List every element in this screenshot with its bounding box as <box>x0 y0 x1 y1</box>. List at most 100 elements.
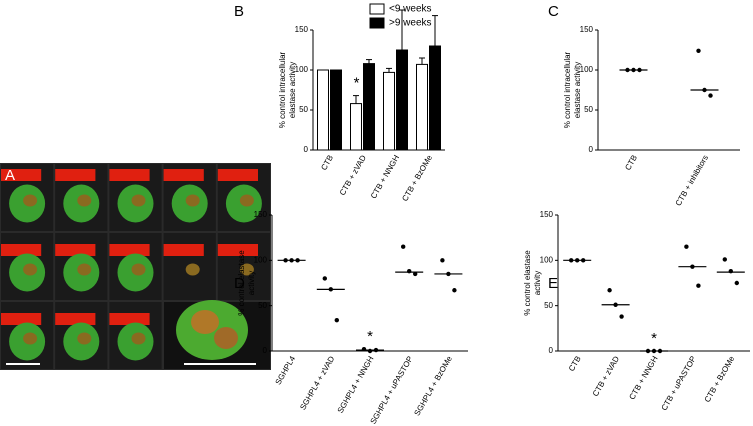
y-axis-label: % control intracellular <box>563 51 572 128</box>
nucleus <box>214 327 238 349</box>
data-point <box>413 271 418 277</box>
y-axis-label: activity <box>533 271 542 295</box>
nucleus <box>239 194 254 207</box>
data-point <box>452 288 457 293</box>
x-tick-label: CTB + BzOMe <box>400 153 434 203</box>
red-pipette <box>217 169 258 181</box>
y-axis-label: % control elastase <box>523 250 532 316</box>
data-point <box>684 244 689 249</box>
red-pipette <box>217 244 258 256</box>
y-tick-label: 0 <box>549 346 554 355</box>
red-pipette <box>163 169 204 181</box>
bar <box>317 69 329 151</box>
panel-label: A <box>5 167 15 184</box>
data-point <box>407 269 412 274</box>
y-tick-label: 100 <box>580 65 594 74</box>
red-pipette <box>109 244 150 256</box>
y-tick-label: 150 <box>295 25 309 34</box>
bar <box>330 69 342 151</box>
nucleus <box>185 194 200 207</box>
y-tick-label: 50 <box>299 105 308 114</box>
nucleus <box>23 332 38 345</box>
x-tick-label: CTB <box>623 154 639 172</box>
data-point <box>728 269 733 274</box>
data-point <box>696 48 701 53</box>
x-tick-label: CTB + uPASTOP <box>660 355 698 413</box>
x-tick-label: SGHPL4 + zVAD <box>298 354 336 411</box>
annotation: * <box>354 75 360 92</box>
y-tick-label: 50 <box>258 301 267 310</box>
y-tick-label: 0 <box>304 145 309 154</box>
data-point <box>334 317 339 323</box>
x-tick-label: SGHPL4 + NNGH <box>336 354 376 414</box>
x-tick-label: CTB + zVAD <box>338 153 368 197</box>
nucleus <box>131 194 146 207</box>
annotation: * <box>651 330 657 347</box>
data-point <box>440 258 445 263</box>
x-tick-label: CTB <box>319 154 335 172</box>
nucleus <box>77 263 92 276</box>
bar <box>429 45 441 151</box>
x-tick-label: CTB + zVAD <box>591 354 621 398</box>
panel-label: B <box>234 3 244 20</box>
x-tick-label: SGHPL4 + BzOMe <box>412 354 454 417</box>
data-point <box>322 276 327 281</box>
nucleus <box>23 263 38 276</box>
y-axis-label: % control elastase <box>237 250 246 316</box>
nucleus <box>77 194 92 207</box>
bar <box>396 49 408 151</box>
y-tick-label: 50 <box>544 301 553 310</box>
bar <box>416 63 428 151</box>
data-point <box>734 280 739 286</box>
x-tick-label: CTB + BzOMe <box>703 354 737 404</box>
nucleus <box>77 332 92 345</box>
data-point <box>619 314 624 319</box>
legend-swatch <box>369 17 385 29</box>
data-point <box>367 348 373 354</box>
x-tick-label: CTB + NNGH <box>369 153 401 200</box>
red-pipette <box>55 244 96 256</box>
data-point <box>607 288 612 293</box>
data-point <box>708 93 713 98</box>
y-tick-label: 0 <box>263 346 268 355</box>
red-pipette <box>109 313 150 325</box>
red-pipette <box>109 169 150 181</box>
red-pipette <box>55 169 96 181</box>
y-tick-label: 100 <box>295 65 309 74</box>
red-pipette <box>55 313 96 325</box>
x-tick-label: CTB + inhibitors <box>674 154 710 208</box>
y-tick-label: 100 <box>254 255 268 264</box>
bar <box>350 103 362 151</box>
data-point <box>696 283 701 288</box>
x-tick-label: SGHPL4 + uPASTOP <box>369 355 415 426</box>
panel-label: E <box>548 275 558 292</box>
data-point <box>361 346 367 352</box>
x-tick-label: CTB + NNGH <box>627 354 659 401</box>
nucleus <box>185 263 200 276</box>
nucleus <box>191 310 219 334</box>
y-tick-label: 50 <box>584 105 593 114</box>
red-pipette <box>1 244 42 256</box>
data-point <box>722 257 727 262</box>
nucleus <box>239 263 254 276</box>
red-pipette <box>1 313 42 325</box>
nucleus <box>131 332 146 345</box>
y-axis-label: % control intracellular <box>278 51 287 128</box>
bar <box>383 71 395 151</box>
y-tick-label: 100 <box>540 255 554 264</box>
bar <box>363 63 375 151</box>
nucleus <box>131 263 146 276</box>
legend-swatch <box>369 3 385 15</box>
panel-label: C <box>548 3 559 20</box>
y-tick-label: 150 <box>254 210 268 219</box>
red-pipette <box>1 169 42 181</box>
x-tick-label: CTB <box>567 355 583 373</box>
y-tick-label: 150 <box>540 210 554 219</box>
y-axis-label: elastase activity <box>573 62 582 118</box>
y-tick-label: 150 <box>580 25 594 34</box>
legend-label: >9 weeks <box>389 18 432 29</box>
panel-label: D <box>234 275 245 292</box>
nucleus <box>23 194 38 207</box>
y-axis-label: elastase activity <box>288 62 297 118</box>
